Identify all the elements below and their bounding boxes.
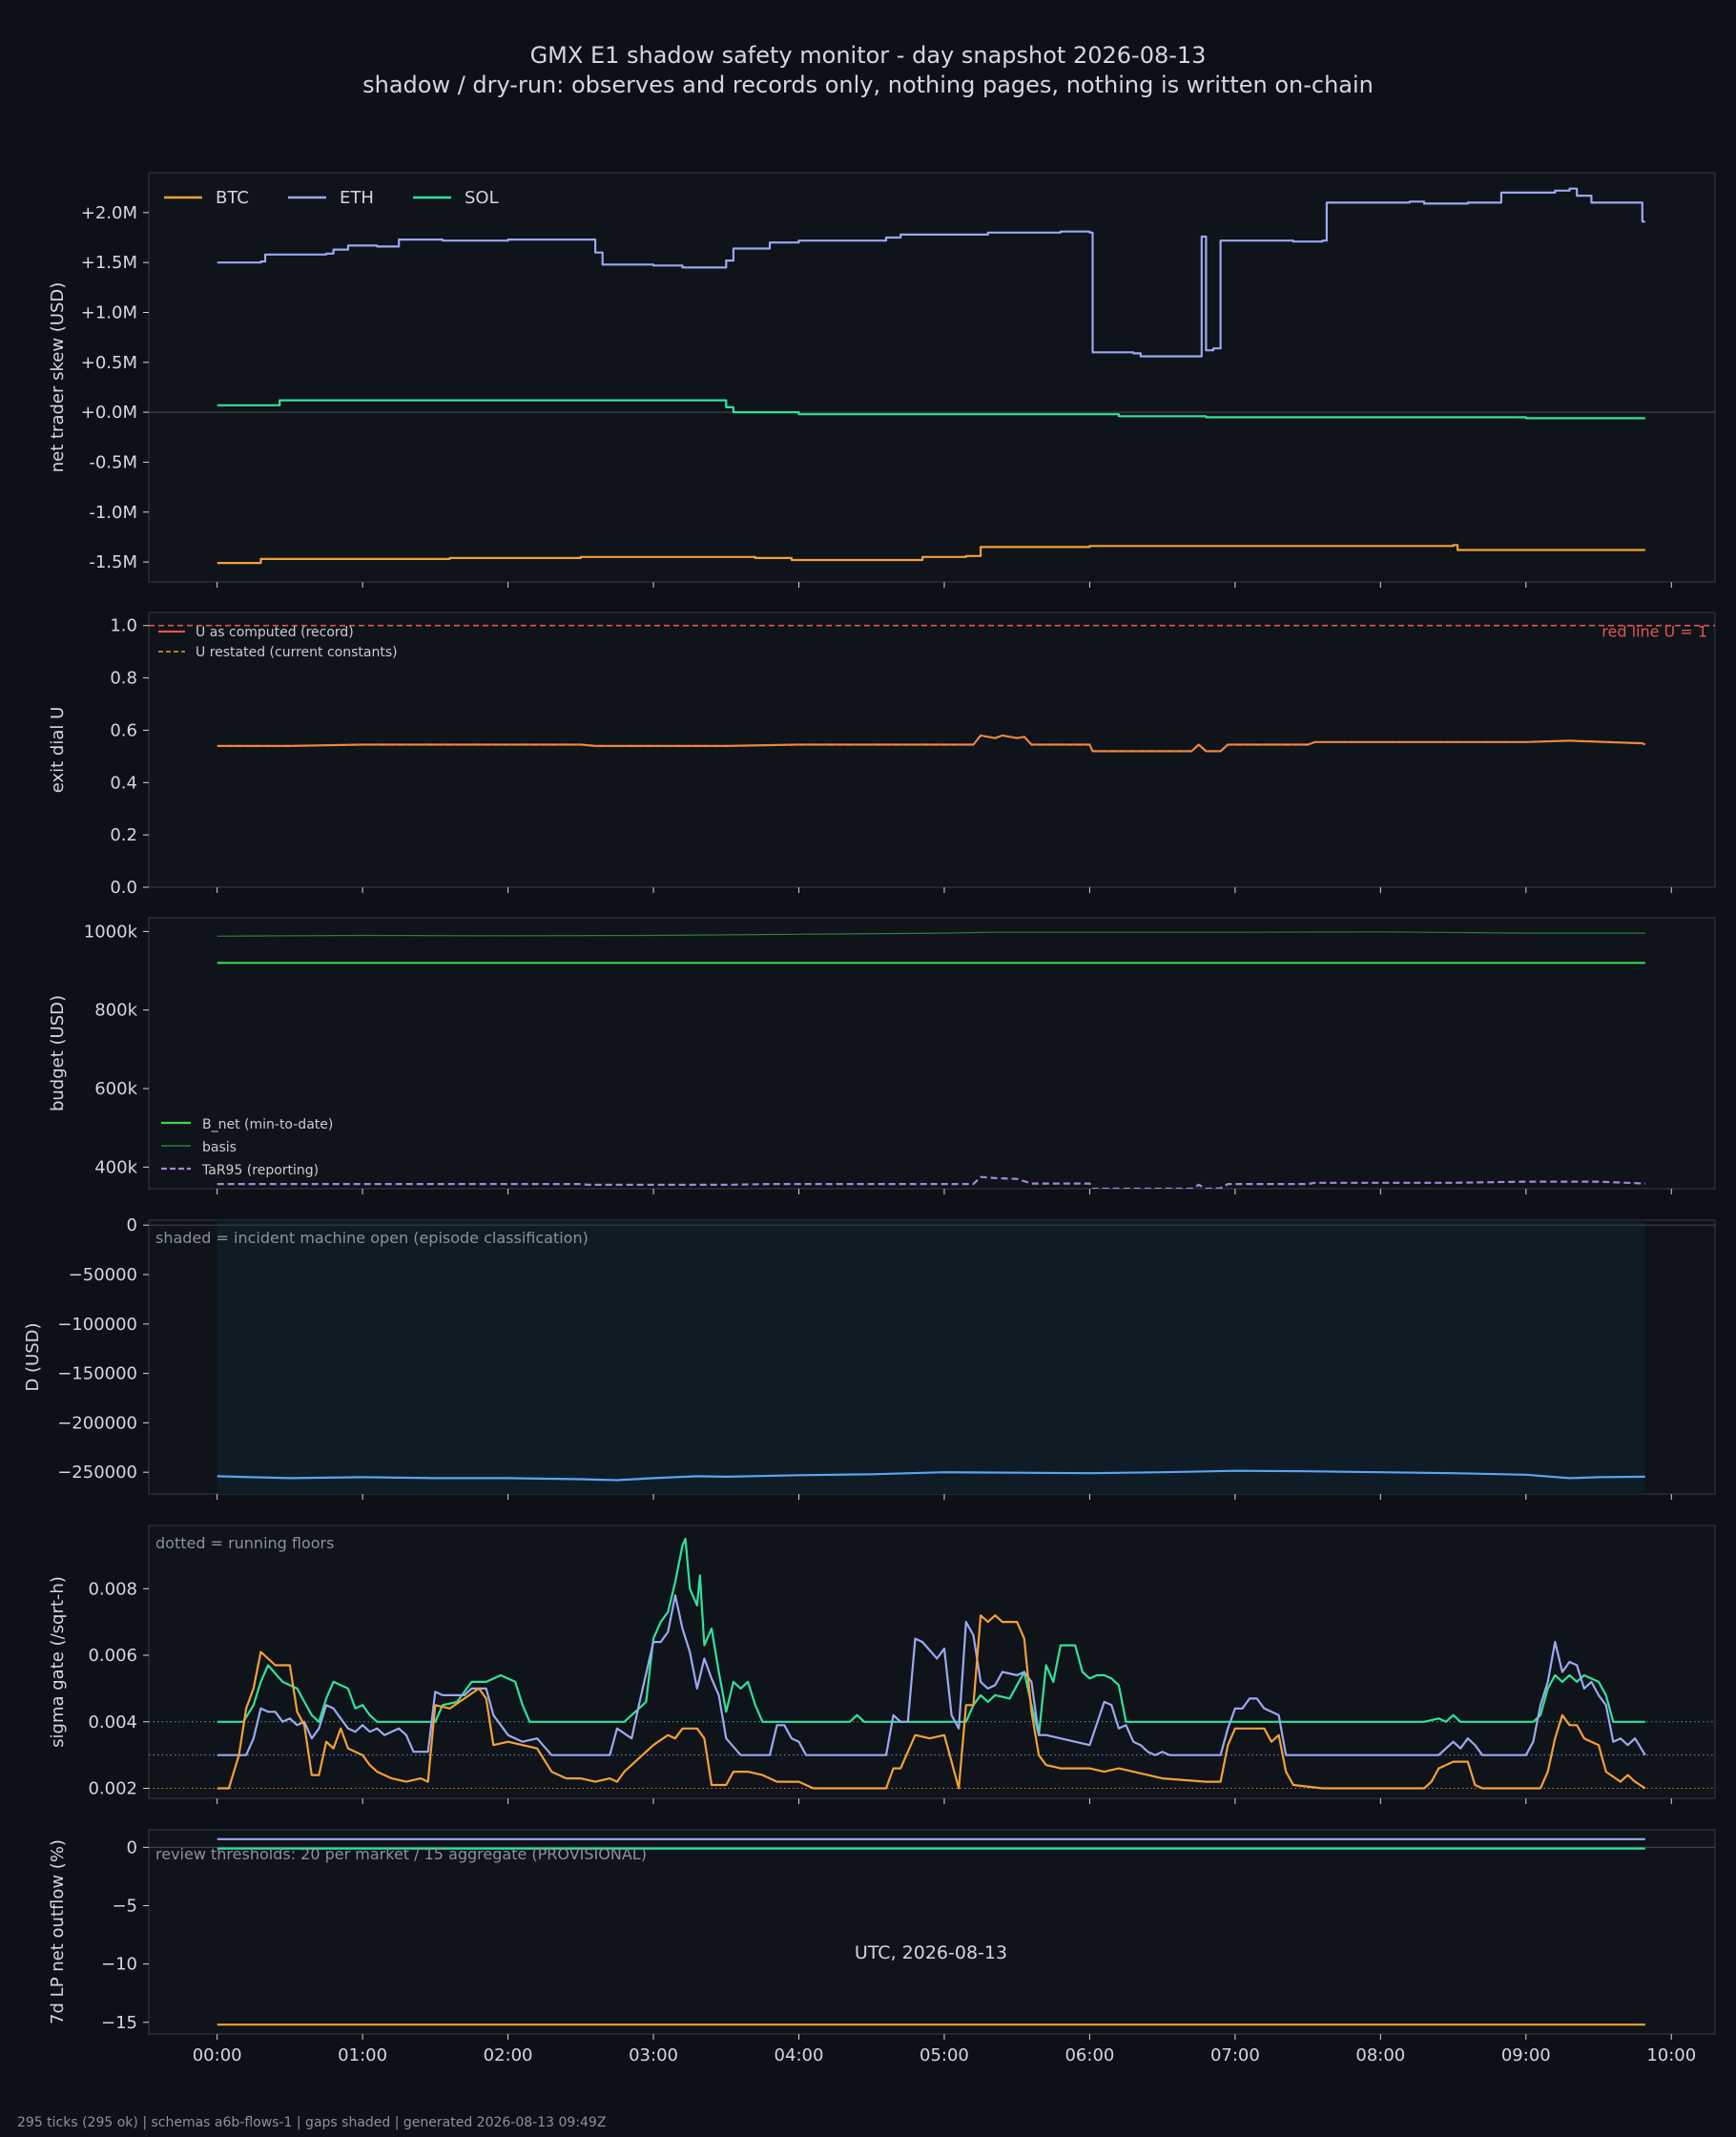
y-tick-label: 400k [94,1157,137,1177]
series-line-u-restated [217,735,1646,752]
x-tick-label: 00:00 [193,2045,242,2065]
plot-area [149,1537,1715,1790]
y-axis-label: 7d LP net outflow (%) [48,1839,68,2024]
y-tick-label: +1.0M [81,302,137,322]
x-tick-label: 10:00 [1646,2045,1696,2065]
panel-sigma: 0.002 0.004 0.006 0.008 sigma gate (/sqrt-h)… [48,1525,1716,1804]
panel-frame [148,1525,1716,1799]
x-tick-label: 04:00 [775,2045,824,2065]
y-tick-label: −10 [101,1955,137,1975]
chart-subtitle: shadow / dry-run: observes and records o… [362,72,1374,98]
x-tick-label: 08:00 [1355,2045,1405,2065]
panel-lp_outflow: −15 −10 −5 0 7d LP net outflow (%) review thr… [48,1829,1716,2040]
y-tick-label: 0.2 [110,825,137,845]
y-tick-label: +2.0M [81,203,137,223]
legend-label: basis [202,1140,237,1155]
series-line-tar95-reporting- [217,1175,1645,1189]
panel-exit_dial: 0.0 0.2 0.4 0.6 0.8 1.0 exit dial U U as comput… [48,612,1716,898]
series-line-eth [217,1594,1646,1756]
x-tick-label: 05:00 [920,2045,969,2065]
y-tick-label: 800k [94,1001,137,1021]
y-tick-label: 1.0 [110,616,137,636]
panel-budget: 400k 600k 800k 1000k budget (USD) B_net (min-… [48,917,1716,1194]
panel-annotation: shaded = incident machine open (episode … [155,1229,589,1247]
y-axis-label: budget (USD) [48,995,68,1111]
plot-area [149,187,1715,565]
panel-frame [148,612,1716,888]
y-tick-label: 1000k [84,922,138,942]
y-tick-label: 0.002 [88,1779,137,1799]
y-tick-label: 0 [127,1215,137,1235]
x-tick-label: 09:00 [1501,2045,1551,2065]
y-tick-label: −50000 [69,1265,137,1285]
y-tick-label: +0.5M [81,353,137,373]
y-tick-label: 0.004 [88,1712,137,1732]
red-line-label: red line U = 1 [1602,623,1707,641]
panel-frame [148,917,1716,1190]
x-tick-label: 03:00 [629,2045,678,2065]
y-axis-label: exit dial U [48,707,68,794]
x-axis-label: UTC, 2026-08-13 [855,1942,1007,1963]
x-tick-label: 07:00 [1210,2045,1260,2065]
panel-frame [148,1829,1716,2035]
legend-label: ETH [340,188,374,208]
y-tick-label: 0.6 [110,720,137,740]
y-tick-label: 0.006 [88,1646,137,1666]
y-axis-label: D (USD) [23,1322,43,1391]
y-tick-label: 0.0 [110,878,137,898]
y-tick-label: −150000 [57,1364,137,1384]
legend-label: U restated (current constants) [196,645,398,660]
y-tick-label: −250000 [57,1463,137,1483]
y-tick-label: −100000 [57,1315,137,1335]
legend-label: B_net (min-to-date) [202,1117,333,1132]
plot-area [217,931,1645,1189]
y-tick-label: 0.008 [88,1579,137,1599]
series-line-btc [217,544,1645,565]
y-tick-label: +1.5M [81,253,137,273]
y-tick-label: -1.0M [89,503,137,523]
panel-annotation: review thresholds: 20 per market / 15 ag… [155,1845,647,1863]
y-tick-label: -0.5M [89,452,137,472]
y-tick-label: +0.0M [81,403,137,423]
x-tick-label: 06:00 [1064,2045,1114,2065]
x-tick-label: 02:00 [484,2045,533,2065]
series-line-d [217,1469,1645,1482]
y-tick-label: 0.8 [110,669,137,689]
series-line-sol [217,1537,1645,1736]
x-tick-label: 01:00 [338,2045,387,2065]
footer-status: 295 ticks (295 ok) | schemas a6b-flows-1… [17,2115,606,2130]
y-tick-label: 600k [94,1079,137,1099]
legend-label: U as computed (record) [196,625,354,640]
panel-drawdown: −250000 −200000 −150000 −100000 −50000 0 D (US… [23,1215,1716,1500]
y-tick-label: -1.5M [89,552,137,572]
plot-area [149,1837,1715,2026]
y-axis-label: sigma gate (/sqrt-h) [48,1576,68,1748]
chart-title: GMX E1 shadow safety monitor - day snaps… [530,42,1207,69]
y-tick-label: −5 [112,1896,137,1916]
y-axis-label: net trader skew (USD) [48,282,68,473]
legend-label: BTC [216,188,249,208]
series-line-eth [217,187,1645,358]
legend-label: SOL [465,188,499,208]
panels-group: -1.5M -1.0M -0.5M +0.0M +0.5M +1.0M +1.5M +2.0M… [23,172,1716,2065]
plot-area [149,624,1715,753]
y-tick-label: −200000 [57,1413,137,1433]
y-tick-label: 0.4 [110,773,137,793]
panel-frame [148,172,1716,583]
legend-label: TaR95 (reporting) [201,1163,319,1178]
shaded-incident-span [217,1220,1645,1494]
series-line-btc [217,1614,1646,1790]
y-tick-label: −15 [101,2013,137,2033]
series-line-sol [217,399,1645,420]
y-tick-label: 0 [127,1837,137,1857]
panel-annotation: dotted = running floors [155,1534,334,1552]
panel-skew: -1.5M -1.0M -0.5M +0.0M +0.5M +1.0M +1.5M +2.0M… [48,172,1716,588]
series-line-basis [217,931,1645,937]
plot-area [149,1220,1715,1494]
